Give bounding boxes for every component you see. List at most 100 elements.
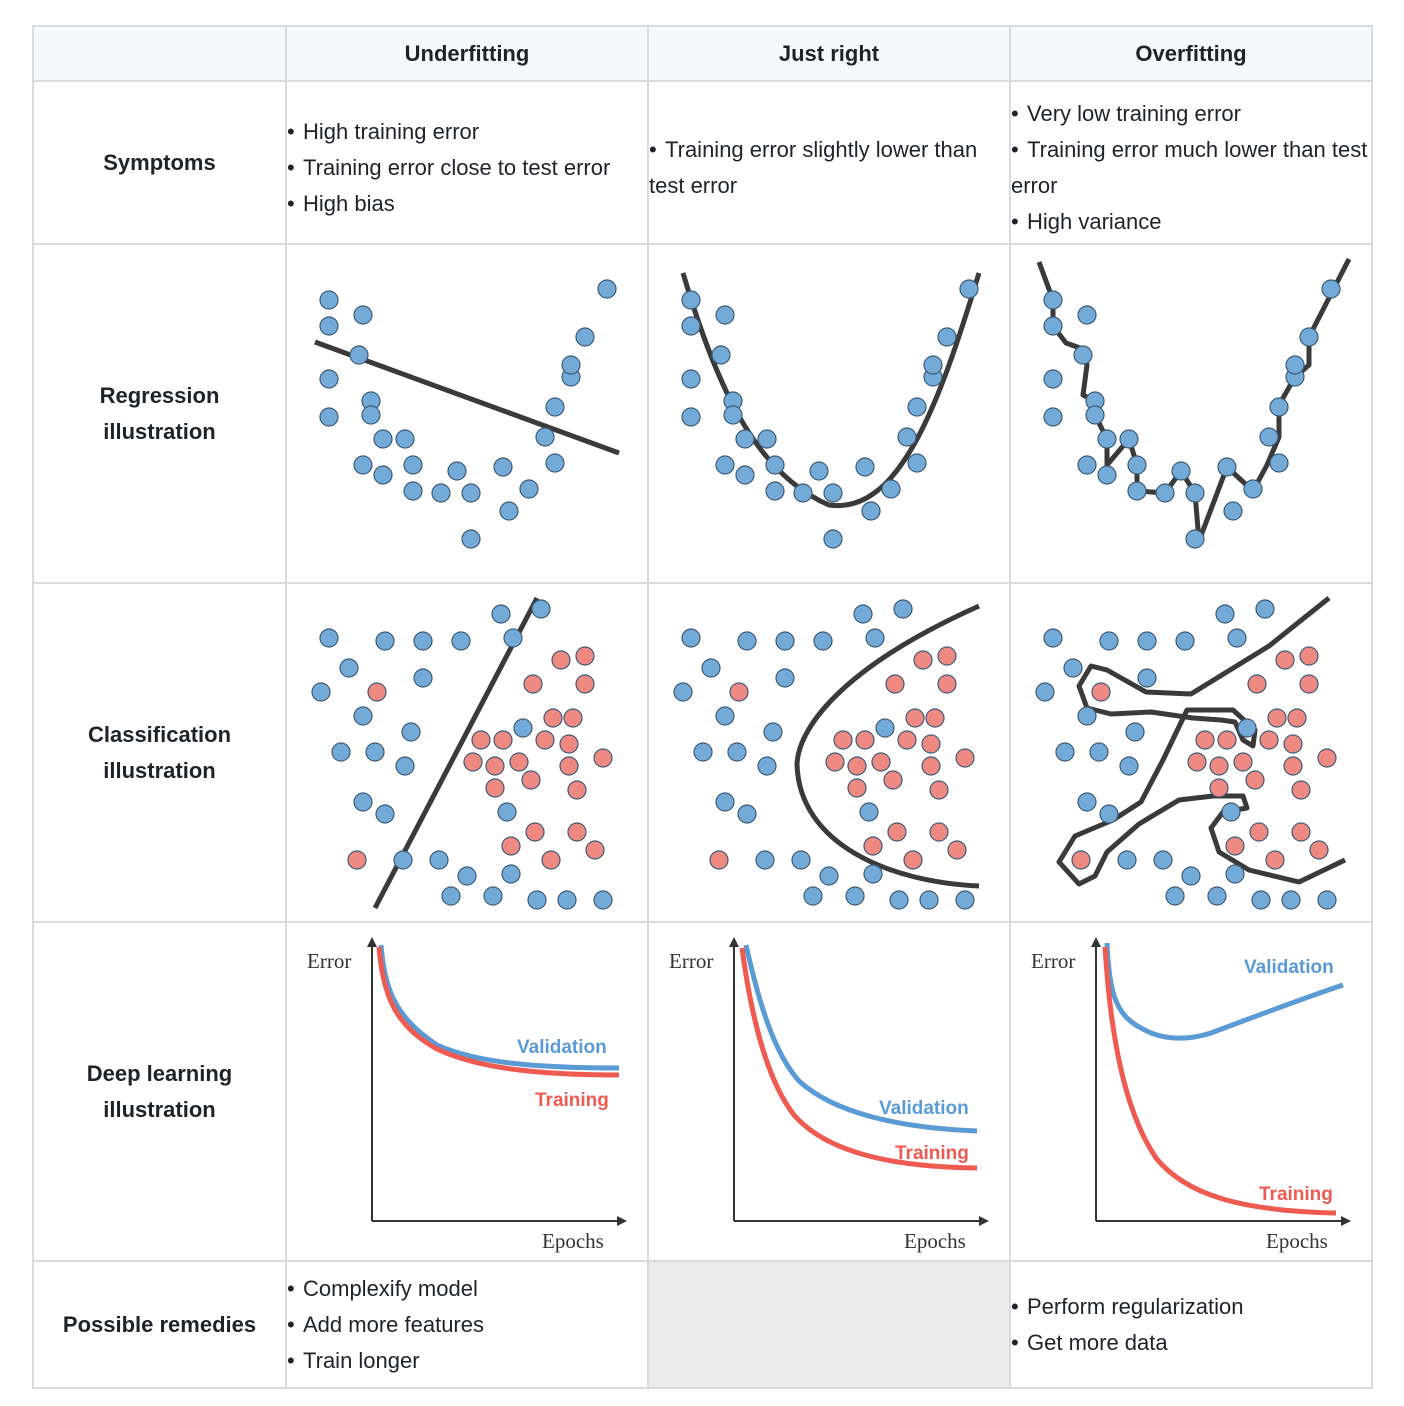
red-data-point	[1299, 674, 1319, 694]
blue-data-point	[1175, 631, 1195, 651]
validation-label: Validation	[879, 1098, 969, 1119]
blue-data-point	[1317, 890, 1337, 910]
blue-data-point	[319, 628, 339, 648]
red-data-point	[501, 836, 521, 856]
data-point	[757, 429, 777, 449]
red-data-point	[833, 730, 853, 750]
list-item: • Training error close to test error	[287, 154, 611, 180]
data-point	[1223, 501, 1243, 521]
blue-data-point	[501, 864, 521, 884]
data-point	[793, 483, 813, 503]
data-point	[1077, 455, 1097, 475]
red-data-point	[937, 674, 957, 694]
blue-data-point	[1043, 628, 1063, 648]
blue-data-point	[865, 628, 885, 648]
data-point	[1085, 405, 1105, 425]
red-data-point	[523, 674, 543, 694]
red-data-point	[897, 730, 917, 750]
red-data-point	[521, 770, 541, 790]
red-data-point	[1209, 778, 1229, 798]
data-point	[319, 290, 339, 310]
blue-data-point	[757, 756, 777, 776]
data-point	[561, 355, 581, 375]
y-axis-label: Error	[669, 949, 713, 973]
validation-label: Validation	[517, 1037, 607, 1058]
blue-data-point	[889, 890, 909, 910]
data-point	[937, 327, 957, 347]
red-data-point	[1245, 770, 1265, 790]
data-point	[681, 407, 701, 427]
red-data-point	[1209, 756, 1229, 776]
symptoms-overfitting: • Very low training error • Training error…	[1009, 80, 1373, 245]
red-data-point	[883, 770, 903, 790]
blue-data-point	[1165, 886, 1185, 906]
data-point	[1269, 453, 1289, 473]
data-point	[1127, 455, 1147, 475]
red-data-point	[925, 708, 945, 728]
remedies-just-right-empty	[647, 1260, 1011, 1389]
red-data-point	[1275, 650, 1295, 670]
deep-learning-overfitting-plot: Error Epochs Validation Training	[1031, 937, 1351, 1253]
corner-header	[32, 25, 287, 82]
list-item: • Training error much lower than test err…	[1011, 136, 1368, 198]
validation-curve	[743, 944, 978, 1134]
data-point	[361, 405, 381, 425]
data-point	[373, 465, 393, 485]
blue-data-point	[737, 631, 757, 651]
blue-data-point	[1137, 668, 1157, 688]
blue-data-point	[497, 802, 517, 822]
blue-data-point	[593, 890, 613, 910]
blue-data-point	[1251, 890, 1271, 910]
regression-overfitting-plot	[1036, 257, 1352, 549]
data-point	[1285, 355, 1305, 375]
red-data-point	[1091, 682, 1111, 702]
data-point	[735, 465, 755, 485]
y-axis-arrow-icon	[729, 937, 739, 947]
remedies-underfitting: • Complexify model • Add more features • Tr…	[285, 1260, 649, 1389]
row-header-symptoms: Symptoms	[32, 80, 287, 245]
data-point	[765, 455, 785, 475]
blue-data-point	[365, 742, 385, 762]
blue-data-point	[339, 658, 359, 678]
classification-underfitting-figure	[285, 582, 649, 923]
x-axis-arrow-icon	[979, 1216, 989, 1226]
data-point	[373, 429, 393, 449]
data-point	[575, 327, 595, 347]
red-data-point	[1187, 752, 1207, 772]
blue-data-point	[1215, 604, 1235, 624]
deep-learning-overfitting-figure: Error Epochs Validation Training	[1009, 921, 1373, 1262]
data-point	[681, 316, 701, 336]
red-data-point	[559, 734, 579, 754]
blue-data-point	[513, 718, 533, 738]
data-point	[723, 405, 743, 425]
red-data-point	[1267, 708, 1287, 728]
red-data-point	[1317, 748, 1337, 768]
classification-just-right-figure	[647, 582, 1011, 923]
data-point	[1119, 429, 1139, 449]
data-point	[907, 397, 927, 417]
red-data-point	[885, 674, 905, 694]
data-point	[1043, 316, 1063, 336]
training-label: Training	[535, 1090, 609, 1111]
data-point	[715, 305, 735, 325]
data-point	[1097, 429, 1117, 449]
red-data-point	[847, 778, 867, 798]
data-point	[519, 479, 539, 499]
blue-data-point	[701, 658, 721, 678]
data-point	[395, 429, 415, 449]
y-axis-label: Error	[1031, 949, 1075, 973]
y-axis-arrow-icon	[1091, 937, 1101, 947]
red-data-point	[559, 756, 579, 776]
data-point	[353, 305, 373, 325]
data-point	[897, 427, 917, 447]
blue-data-point	[353, 792, 373, 812]
data-point	[711, 345, 731, 365]
blue-data-point	[531, 599, 551, 619]
blue-data-point	[483, 886, 503, 906]
red-data-point	[1283, 734, 1303, 754]
list-item: • Complexify model	[287, 1275, 478, 1301]
deep-learning-underfitting-plot: Error Epochs Validation Training	[307, 937, 627, 1253]
data-point	[823, 529, 843, 549]
symptoms-just-right: • Training error slightly lower than test…	[647, 80, 1011, 245]
list-item: • High bias	[287, 190, 395, 216]
